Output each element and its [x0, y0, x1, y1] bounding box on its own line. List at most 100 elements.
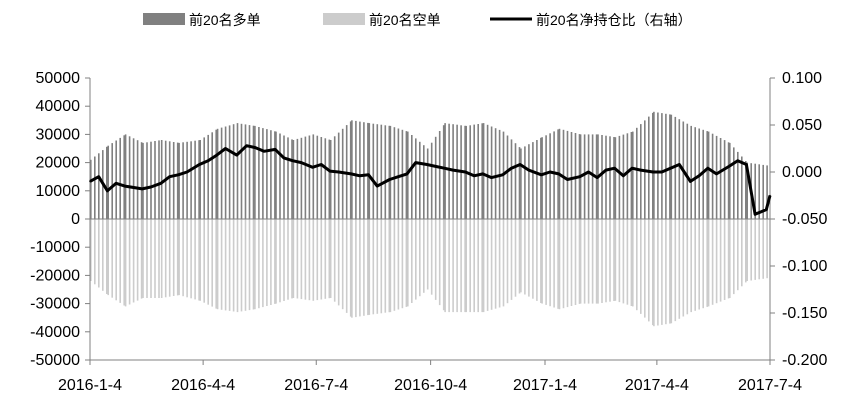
- bar-1-23-524: [524, 219, 526, 295]
- bar-1-28-631: [630, 219, 633, 306]
- bar-0-17-423: [423, 145, 425, 219]
- net-position-point-28: [359, 175, 361, 177]
- bar-1-25-567: [566, 219, 569, 308]
- bar-0-10-279: [279, 133, 281, 219]
- bar-1-19-448: [448, 219, 450, 313]
- bar-0-7-233: [232, 124, 235, 219]
- bar-0-18-427: [426, 148, 429, 219]
- bar-1-18-435: [434, 219, 437, 300]
- x-tick-label-0: 2016-1-4: [58, 377, 122, 394]
- bar-1-33-720: [719, 219, 722, 302]
- bar-0-23-528: [528, 144, 530, 219]
- net-position-point-66: [715, 173, 718, 175]
- bar-1-12-317: [316, 219, 319, 301]
- bar-0-2-129: [128, 136, 131, 219]
- bar-1-4-169: [168, 219, 171, 297]
- bar-0-5-190: [190, 141, 192, 219]
- bar-0-34-729: [729, 142, 731, 219]
- bar-1-7-233: [232, 219, 235, 312]
- bar-0-27-605: [605, 135, 607, 219]
- bar-1-21-495: [494, 219, 497, 309]
- left-tick-label-5: 0: [71, 211, 80, 228]
- bar-1-15-380: [380, 219, 383, 314]
- left-tick-label-9: -40000: [30, 324, 80, 341]
- bar-0-11-297: [296, 138, 299, 219]
- net-position-point-10: [186, 171, 188, 173]
- bar-1-17-415: [415, 219, 417, 300]
- bar-0-30-653: [653, 111, 655, 219]
- bar-0-12-325: [324, 138, 327, 219]
- bar-0-31-675: [674, 116, 677, 219]
- bar-0-17-407: [407, 131, 409, 219]
- bar-0-11-309: [308, 135, 311, 219]
- bar-1-4-161: [160, 219, 163, 298]
- bar-0-23-540: [540, 137, 542, 219]
- bar-1-22-511: [510, 219, 513, 300]
- bar-1-3-146: [146, 219, 148, 298]
- bar-1-22-515: [514, 219, 517, 297]
- net-position-point-1: [97, 175, 100, 178]
- left-tick-label-7: -20000: [30, 267, 80, 284]
- net-position-point-52: [587, 171, 590, 173]
- bar-0-5-186: [186, 141, 188, 219]
- net-position-point-46: [528, 169, 530, 171]
- bar-0-26-584: [583, 134, 586, 219]
- bar-0-20-473: [473, 124, 475, 219]
- net-position-point-30: [376, 185, 379, 187]
- bar-1-34-745: [745, 219, 747, 283]
- bar-1-16-406: [405, 219, 408, 307]
- bar-1-35-762: [762, 219, 764, 279]
- x-tick-label-4: 2017-1-4: [513, 377, 577, 394]
- bar-1-15-376: [376, 219, 379, 314]
- bar-0-7-217: [216, 128, 219, 219]
- bar-1-33-716: [715, 219, 718, 304]
- bar-1-26-588: [587, 219, 590, 304]
- bar-1-20-469: [469, 219, 471, 313]
- bar-0-21-495: [494, 128, 497, 219]
- bar-1-34-741: [741, 219, 743, 287]
- bar-1-19-464: [464, 219, 466, 313]
- bar-1-11-309: [308, 219, 311, 301]
- bar-1-8-241: [240, 219, 243, 312]
- bar-1-2-133: [132, 219, 135, 303]
- net-position-point-23: [311, 166, 314, 169]
- bar-1-29-636: [636, 219, 638, 311]
- bar-0-10-287: [287, 137, 289, 219]
- bar-0-2-133: [132, 138, 135, 219]
- bar-0-36-766: [766, 165, 768, 219]
- x-tick-label-5: 2017-4-4: [625, 377, 689, 394]
- bar-1-17-419: [419, 219, 421, 297]
- bar-1-32-690: [690, 219, 692, 313]
- bar-0-23-536: [536, 140, 538, 219]
- bar-1-26-584: [583, 219, 586, 304]
- bar-1-2-137: [136, 219, 139, 301]
- bar-1-9-254: [254, 219, 256, 310]
- net-position-point-25: [329, 170, 331, 172]
- net-position-point-13: [216, 154, 218, 156]
- bar-0-12-317: [316, 135, 319, 219]
- bar-1-7-229: [228, 219, 231, 311]
- bar-1-6-203: [203, 219, 205, 303]
- bar-0-11-293: [292, 140, 295, 219]
- bar-1-18-427: [426, 219, 429, 290]
- bar-0-4-173: [172, 142, 175, 219]
- bar-0-33-712: [711, 133, 714, 219]
- bar-1-23-520: [520, 219, 522, 293]
- bar-1-26-596: [595, 219, 598, 304]
- bar-0-34-733: [733, 147, 735, 219]
- bar-1-17-411: [411, 219, 413, 303]
- bar-0-10-291: [291, 139, 293, 219]
- net-position-point-26: [337, 171, 340, 173]
- bar-1-31-687: [686, 219, 689, 315]
- bar-0-13-334: [333, 136, 336, 219]
- net-position-point-3: [115, 182, 117, 185]
- bar-0-14-351: [351, 120, 353, 219]
- bar-0-33-720: [719, 138, 722, 219]
- bar-1-0-94: [94, 219, 96, 285]
- legend-swatch-1: [323, 13, 365, 25]
- bar-0-30-661: [661, 113, 663, 219]
- bar-0-23-532: [532, 142, 534, 219]
- bar-1-34-729: [729, 219, 731, 298]
